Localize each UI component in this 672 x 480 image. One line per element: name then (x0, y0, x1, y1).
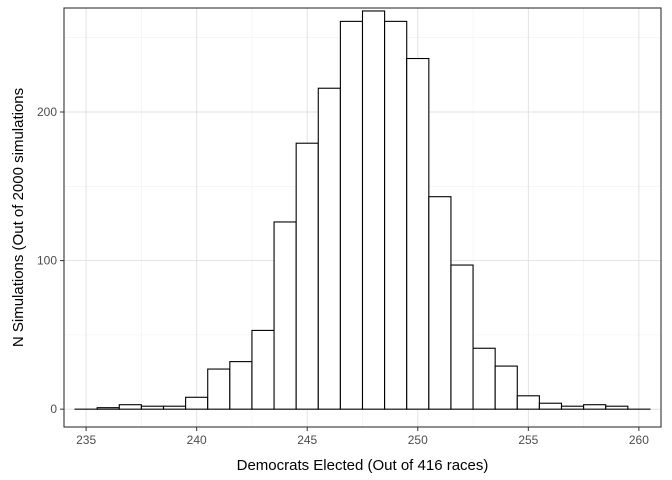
bars (74, 10, 651, 410)
histogram-bar (494, 365, 518, 410)
histogram-bar (516, 395, 540, 410)
x-axis: 235 240 245 250 255 260 (76, 427, 649, 447)
histogram-bar (295, 142, 319, 410)
y-tick-label: 100 (37, 254, 57, 268)
histogram-bar (560, 405, 585, 410)
histogram-bar (162, 405, 187, 410)
panel-border (63, 7, 662, 428)
y-axis: 0 100 200 (37, 105, 64, 416)
histogram-bar (450, 264, 474, 410)
histogram-bar (207, 368, 231, 410)
y-tick-label: 0 (50, 402, 57, 416)
histogram-bar (229, 361, 253, 410)
histogram-bar (339, 20, 364, 410)
histogram-bar (273, 221, 297, 410)
x-tick-label: 255 (518, 433, 538, 447)
histogram-bar (538, 402, 563, 410)
histogram-bar (583, 404, 607, 410)
x-tick-label: 240 (187, 433, 207, 447)
histogram-bar (251, 329, 275, 410)
histogram-bar (185, 396, 209, 410)
histogram-bar (605, 405, 629, 410)
x-tick-label: 260 (629, 433, 649, 447)
histogram-bar (96, 407, 120, 410)
histogram-bar (361, 10, 386, 410)
histogram-bar (317, 87, 341, 410)
histogram-bar (118, 404, 142, 410)
x-tick-label: 250 (408, 433, 428, 447)
y-axis-title: N Simulations (Out of 2000 simulations (10, 88, 27, 347)
histogram-bar (406, 57, 430, 410)
histogram-bar (384, 20, 408, 410)
x-tick-label: 235 (76, 433, 96, 447)
histogram-bar (472, 347, 496, 410)
histogram-bar (140, 405, 165, 410)
x-axis-title: Democrats Elected (Out of 416 races) (237, 457, 489, 474)
y-tick-label: 200 (37, 105, 57, 119)
histogram-bar (428, 196, 452, 410)
x-tick-label: 245 (297, 433, 317, 447)
